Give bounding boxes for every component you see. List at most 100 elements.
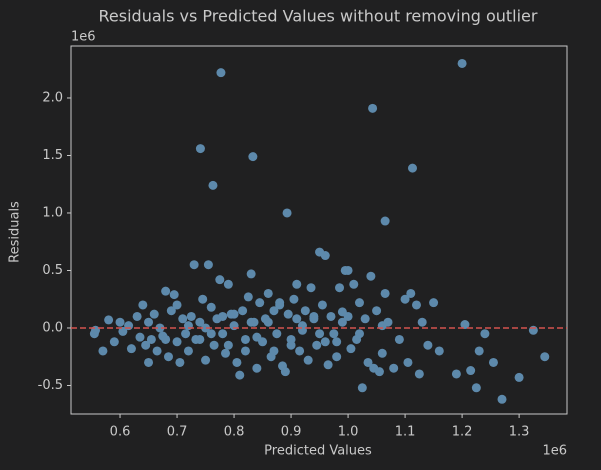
- point: [434, 346, 444, 356]
- point: [315, 329, 325, 339]
- point: [240, 334, 250, 344]
- point: [189, 260, 199, 270]
- y-tick-label: 2.0: [42, 90, 63, 105]
- point: [320, 337, 330, 347]
- point: [332, 352, 342, 362]
- point: [132, 311, 142, 321]
- point: [335, 283, 345, 293]
- point: [366, 271, 376, 281]
- point: [206, 302, 216, 312]
- x-tick-label: 1.3: [509, 425, 530, 440]
- point: [183, 321, 193, 331]
- point: [115, 317, 125, 327]
- point: [540, 352, 550, 362]
- point: [377, 348, 387, 358]
- point: [280, 367, 290, 377]
- point: [417, 317, 427, 327]
- point: [297, 325, 307, 335]
- point: [394, 334, 404, 344]
- y-axis-label: Residuals: [8, 201, 23, 263]
- point: [407, 163, 417, 173]
- chart-title: Residuals vs Predicted Values without re…: [99, 7, 538, 26]
- point: [406, 288, 416, 298]
- point: [357, 383, 367, 393]
- point: [209, 340, 219, 350]
- y-tick-label: 1.5: [42, 148, 63, 163]
- point: [400, 294, 410, 304]
- point: [252, 332, 262, 342]
- x-tick-label: 1.1: [395, 425, 416, 440]
- point: [337, 317, 347, 327]
- point: [175, 357, 185, 367]
- point: [255, 298, 265, 308]
- point: [272, 329, 282, 339]
- point: [457, 58, 467, 68]
- x-tick-label: 0.7: [167, 425, 188, 440]
- point: [354, 298, 364, 308]
- point: [528, 325, 538, 335]
- point: [283, 309, 293, 319]
- point: [514, 372, 524, 382]
- point: [169, 290, 179, 300]
- point: [329, 329, 339, 339]
- point: [349, 279, 359, 289]
- point: [215, 275, 225, 285]
- point: [223, 279, 233, 289]
- point: [195, 317, 205, 327]
- x-tick-label: 1.2: [452, 425, 473, 440]
- point: [138, 300, 148, 310]
- point: [295, 346, 305, 356]
- point: [163, 352, 173, 362]
- point: [118, 326, 128, 336]
- point: [221, 348, 231, 358]
- point: [195, 144, 205, 154]
- y-tick-label: 0.5: [42, 263, 63, 278]
- point: [403, 357, 413, 367]
- point: [309, 311, 319, 321]
- point: [229, 321, 239, 331]
- point: [232, 357, 242, 367]
- point: [343, 265, 353, 275]
- point: [269, 346, 279, 356]
- point: [292, 314, 302, 324]
- point: [480, 329, 490, 339]
- point: [275, 300, 285, 310]
- point: [429, 298, 439, 308]
- point: [323, 360, 333, 370]
- point: [208, 180, 218, 190]
- point: [195, 334, 205, 344]
- point: [380, 288, 390, 298]
- point: [246, 269, 256, 279]
- point: [181, 329, 191, 339]
- point: [161, 334, 171, 344]
- point: [246, 317, 256, 327]
- point: [471, 383, 481, 393]
- point: [414, 369, 424, 379]
- x-tick-label: 0.6: [110, 425, 131, 440]
- point: [144, 317, 154, 327]
- x-tick-label: 1.0: [338, 425, 359, 440]
- point: [360, 314, 370, 324]
- point: [126, 344, 136, 354]
- point: [238, 306, 248, 316]
- y-tick-label: 1.0: [42, 205, 63, 220]
- point: [229, 309, 239, 319]
- point: [269, 306, 279, 316]
- point: [372, 306, 382, 316]
- x-tick-label: 0.8: [224, 425, 245, 440]
- point: [380, 216, 390, 226]
- point: [240, 346, 250, 356]
- point: [317, 300, 327, 310]
- point: [263, 317, 273, 327]
- plot-frame: [70, 45, 568, 415]
- point: [178, 314, 188, 324]
- point: [198, 294, 208, 304]
- point: [312, 340, 322, 350]
- x-tick-label: 0.9: [281, 425, 302, 440]
- point: [146, 334, 156, 344]
- point: [289, 294, 299, 304]
- point: [203, 260, 213, 270]
- point: [337, 307, 347, 317]
- y-tick-label: -0.5: [38, 378, 63, 393]
